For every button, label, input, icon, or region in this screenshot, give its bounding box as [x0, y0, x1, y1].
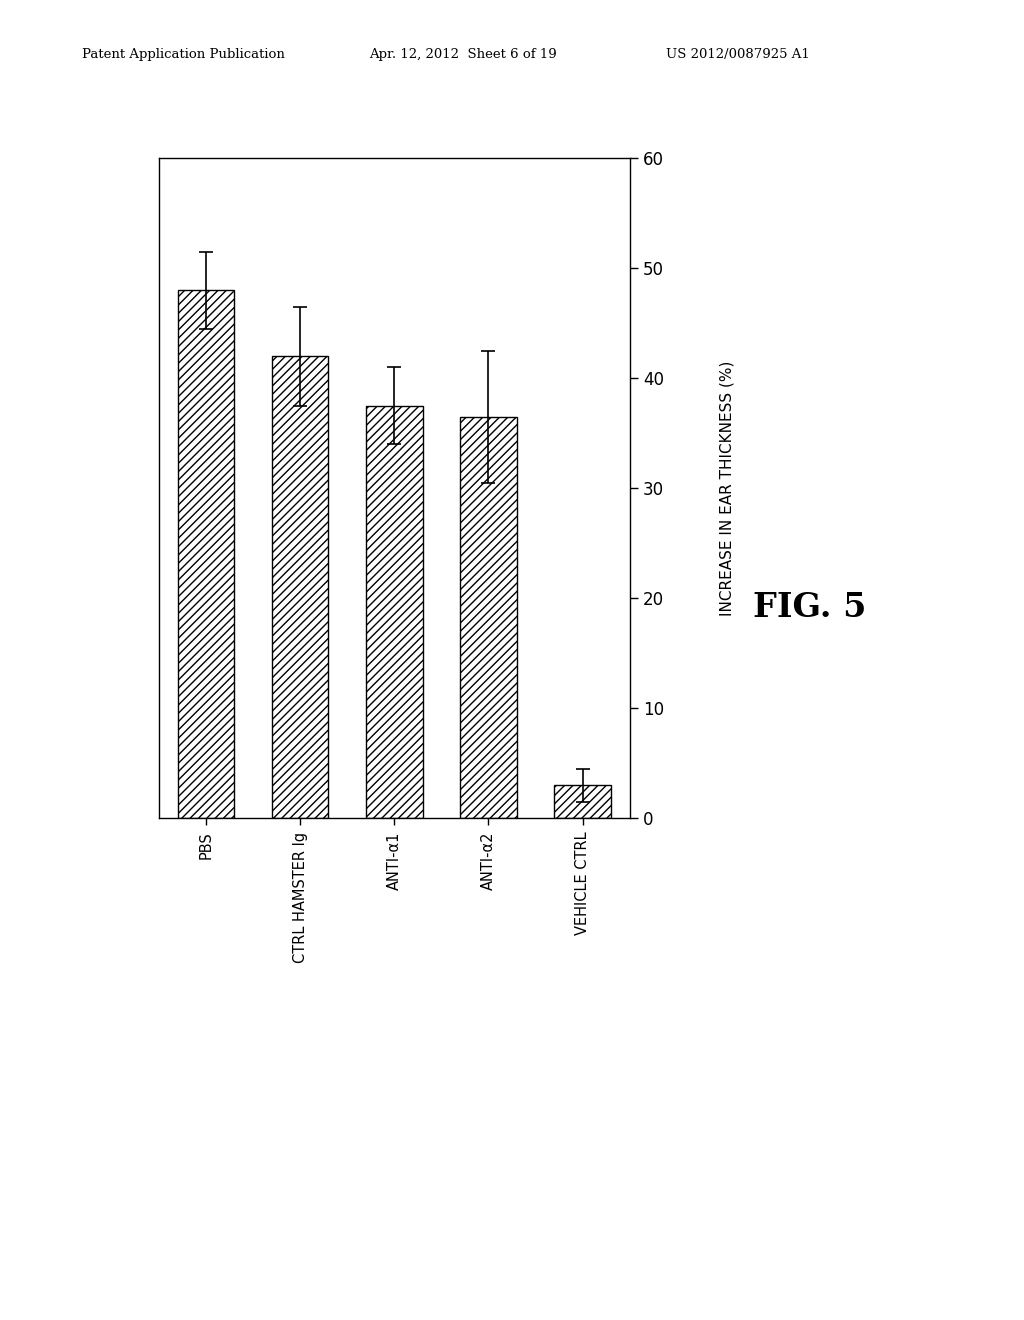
- Y-axis label: INCREASE IN EAR THICKNESS (%): INCREASE IN EAR THICKNESS (%): [720, 360, 734, 616]
- Text: VEHICLE CTRL: VEHICLE CTRL: [575, 832, 590, 936]
- Text: ANTI-α2: ANTI-α2: [481, 832, 496, 890]
- Bar: [366, 407, 423, 818]
- Bar: [177, 290, 234, 818]
- Text: PBS: PBS: [199, 832, 213, 859]
- Text: FIG. 5: FIG. 5: [753, 590, 866, 623]
- Text: US 2012/0087925 A1: US 2012/0087925 A1: [666, 48, 809, 61]
- Text: Patent Application Publication: Patent Application Publication: [82, 48, 285, 61]
- Bar: [554, 785, 611, 818]
- Text: ANTI-α1: ANTI-α1: [387, 832, 401, 890]
- Bar: [271, 356, 329, 818]
- Text: CTRL HAMSTER Ig: CTRL HAMSTER Ig: [293, 832, 307, 962]
- Text: Apr. 12, 2012  Sheet 6 of 19: Apr. 12, 2012 Sheet 6 of 19: [369, 48, 556, 61]
- Bar: [460, 417, 517, 818]
